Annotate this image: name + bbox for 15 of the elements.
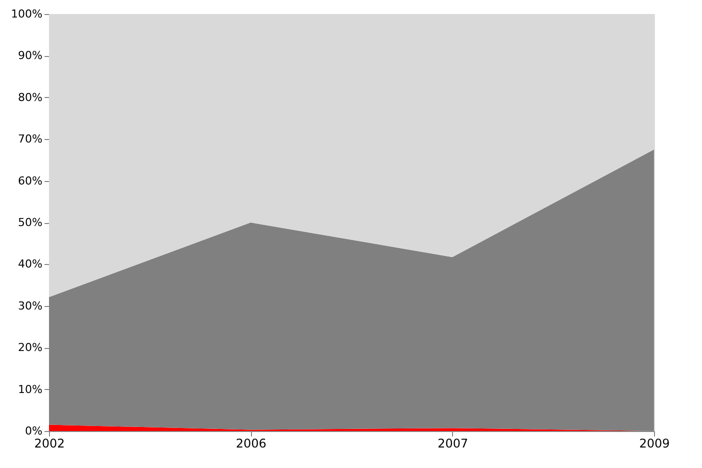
x-tick-label: 2007 <box>438 436 468 450</box>
y-tick-label: 90% <box>18 49 42 62</box>
y-tick-label: 60% <box>18 174 42 188</box>
y-tick-label: 20% <box>18 341 42 354</box>
y-tick-label: 70% <box>18 132 42 146</box>
y-tick-label: 0% <box>25 424 42 438</box>
y-tick-label: 100% <box>11 8 42 20</box>
y-tick-label: 30% <box>18 299 42 312</box>
x-tick-label: 2006 <box>236 436 266 450</box>
y-tick-label: 40% <box>18 258 42 271</box>
x-tick-label: 2002 <box>34 436 65 450</box>
y-tick-label: 10% <box>18 382 42 396</box>
y-tick-label: 80% <box>18 90 42 104</box>
x-tick-label: 2009 <box>639 436 670 450</box>
y-tick-label: 50% <box>18 216 42 229</box>
